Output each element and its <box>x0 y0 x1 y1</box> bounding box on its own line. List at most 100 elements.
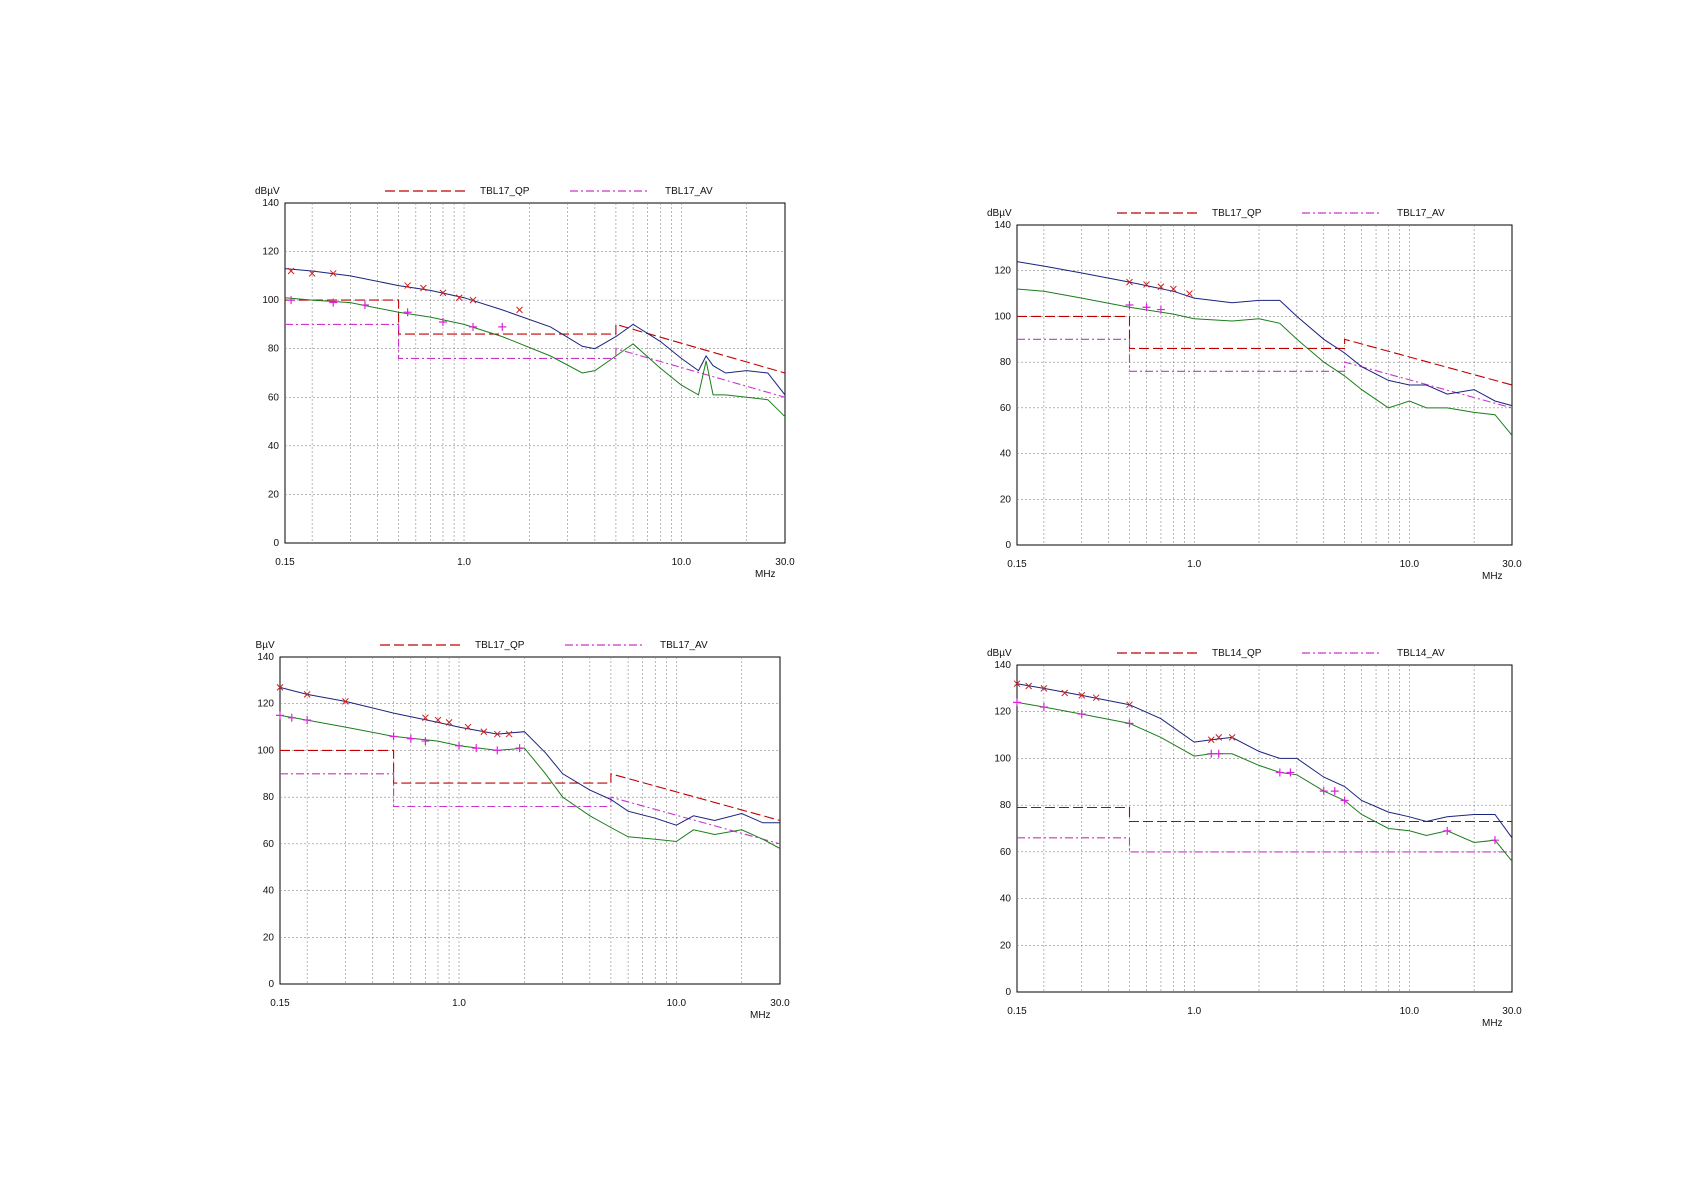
chart-panel-top-left: 0 20 40 60 80 100 120 140 0.15 1.0 10.0 30.0 dBµV MHz… <box>255 178 815 593</box>
av-peak-marker <box>515 744 524 753</box>
qp-peak-marker <box>342 698 349 705</box>
av-peak-marker <box>360 301 369 309</box>
y-tick-label: 120 <box>262 247 279 258</box>
av-peak-marker <box>1207 749 1216 758</box>
av-peak-marker <box>1013 698 1021 707</box>
x-tick-label: 0.15 <box>270 998 290 1009</box>
qp-peak-marker <box>308 270 316 277</box>
legend-label: TBL14_AV <box>1397 648 1445 659</box>
qp-measurement-trace <box>279 686 780 826</box>
legend-label: TBL17_AV <box>1397 208 1445 219</box>
y-tick-label: 60 <box>268 392 280 403</box>
chart-svg-3: 0 20 40 60 80 100 120 140 0.15 1.0 10.0 30.0 dBµV MHz… <box>250 640 790 1021</box>
legend-label: TBL17_QP <box>1212 208 1262 219</box>
y-tick-label: 60 <box>1000 847 1012 858</box>
qp-measurement-trace <box>1016 261 1513 407</box>
qp-peak-marker <box>329 270 337 277</box>
y-tick-label: 0 <box>1005 987 1011 998</box>
x-tick-label: 30.0 <box>1502 1006 1522 1017</box>
qp-peak-marker <box>1078 692 1086 699</box>
x-tick-label: 0.15 <box>275 557 295 568</box>
y-tick-label: 100 <box>994 311 1011 322</box>
y-tick-label: 60 <box>263 839 275 850</box>
qp-peak-marker <box>1025 682 1033 690</box>
x-tick-label: 10.0 <box>667 998 687 1009</box>
av-peak-marker <box>1214 749 1223 758</box>
y-tick-label: 40 <box>1000 894 1012 905</box>
av-peak-marker <box>1039 703 1048 712</box>
legend-label: TBL17_AV <box>660 640 708 651</box>
y-tick-label: 140 <box>262 198 279 209</box>
av-peak-marker <box>1490 836 1499 845</box>
av-peak-marker <box>455 741 464 750</box>
av-peak-marker <box>472 744 481 753</box>
av-peak-marker <box>438 318 447 326</box>
qp-limit-line <box>1017 315 1513 386</box>
av-peak-marker <box>403 308 412 317</box>
x-tick-label: 1.0 <box>1187 1006 1201 1017</box>
qp-peak-marker <box>516 306 523 314</box>
x-tick-label: 10.0 <box>1400 559 1420 570</box>
plot-frame <box>1016 224 1513 546</box>
x-axis-label: MHz <box>750 1010 771 1021</box>
av-limit-line <box>1017 338 1513 409</box>
av-peak-marker <box>287 713 296 722</box>
qp-peak-marker <box>445 719 453 726</box>
chart-panel-bottom-right: 0 20 40 60 80 100 120 140 0.15 1.0 10.0 30.0 dBµV MHz… <box>982 645 1542 1040</box>
y-tick-label: 20 <box>268 489 280 500</box>
qp-peak-marker <box>1170 285 1177 293</box>
chart-panel-bottom-left: 0 20 40 60 80 100 120 140 0.15 1.0 10.0 30.0 dBµV MHz… <box>250 637 815 1032</box>
qp-peak-marker <box>404 282 411 289</box>
av-limit-line <box>285 323 786 398</box>
chart-panel-top-right: 0 20 40 60 80 100 120 140 0.15 1.0 10.0 30.0 dBµV MHz… <box>982 200 1542 595</box>
y-axis-label: dBµV <box>255 186 280 197</box>
qp-peak-marker <box>1207 736 1215 744</box>
y-tick-label: 80 <box>1000 357 1012 368</box>
av-peak-marker <box>1125 301 1134 309</box>
av-measurement-trace <box>284 297 786 418</box>
plot-frame <box>279 656 781 985</box>
chart-svg-1: 0 20 40 60 80 100 120 140 0.15 1.0 10.0 30.0 dBµV MHz… <box>255 186 795 580</box>
y-tick-label: 100 <box>257 745 274 756</box>
y-tick-label: 20 <box>1000 494 1012 505</box>
qp-peak-marker <box>1186 290 1193 297</box>
qp-peak-marker <box>1126 278 1133 286</box>
y-tick-label: 40 <box>1000 449 1012 460</box>
x-tick-label: 30.0 <box>775 557 795 568</box>
av-peak-marker <box>421 737 430 746</box>
qp-peak-marker <box>1143 281 1150 288</box>
x-tick-label: 10.0 <box>1400 1006 1420 1017</box>
av-peak-marker <box>406 734 415 743</box>
av-peak-marker <box>1286 768 1295 777</box>
av-peak-marker <box>1319 787 1328 796</box>
y-axis-label: dBµV <box>987 208 1012 219</box>
x-tick-label: 1.0 <box>457 557 471 568</box>
av-measurement-trace <box>279 714 781 849</box>
y-tick-label: 20 <box>263 932 275 943</box>
qp-peak-marker <box>1040 685 1048 692</box>
qp-peak-marker <box>464 723 472 731</box>
av-peak-marker <box>1275 768 1284 777</box>
qp-peak-marker <box>455 294 463 302</box>
av-measurement-trace <box>1016 288 1513 436</box>
qp-measurement-trace <box>1016 683 1513 839</box>
av-peak-marker <box>1443 826 1452 835</box>
x-axis-label: MHz <box>1482 571 1503 582</box>
x-axis-label: MHz <box>1482 1018 1503 1029</box>
qp-peak-marker <box>1215 734 1223 741</box>
qp-limit-line <box>1017 806 1512 823</box>
av-peak-marker <box>303 716 312 725</box>
av-peak-marker <box>287 296 296 305</box>
y-axis-label: dBµV <box>987 648 1012 659</box>
plot-frame <box>284 202 786 544</box>
qp-peak-marker <box>303 691 311 698</box>
y-tick-label: 0 <box>273 538 279 549</box>
x-tick-label: 30.0 <box>770 998 790 1009</box>
y-tick-label: 120 <box>257 699 274 710</box>
y-tick-label: 60 <box>1000 403 1012 414</box>
av-peak-marker <box>469 322 478 331</box>
av-peak-marker <box>1330 787 1339 796</box>
plot-frame <box>1016 664 1513 993</box>
y-tick-label: 140 <box>994 660 1011 671</box>
qp-peak-marker <box>420 284 427 292</box>
